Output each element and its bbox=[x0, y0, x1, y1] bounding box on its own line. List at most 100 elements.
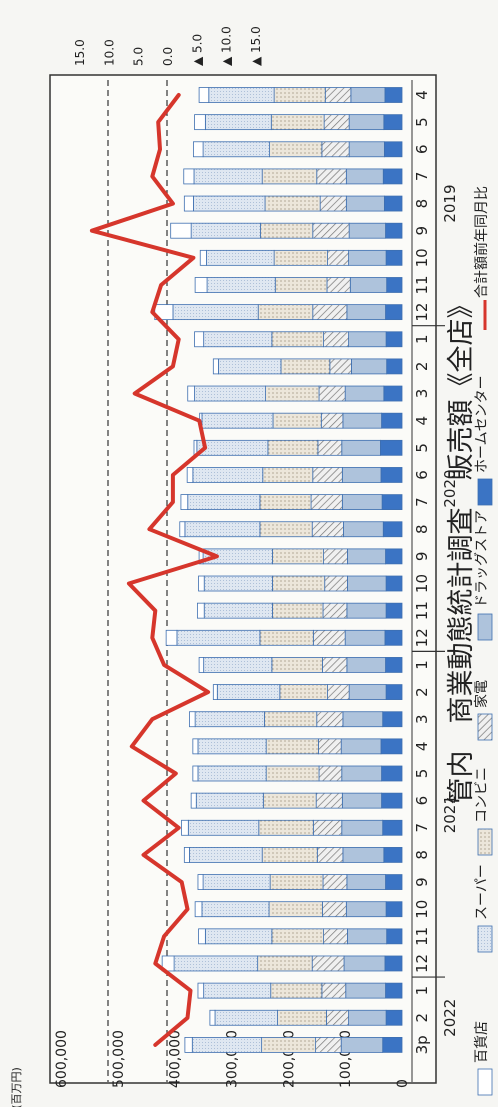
category-label: 11 bbox=[413, 275, 431, 294]
bar-segment-home-center bbox=[383, 141, 403, 158]
bar-segment-department-store bbox=[180, 494, 189, 511]
bar-segment-supermarket bbox=[208, 87, 275, 103]
bar-segment-home-center bbox=[386, 277, 403, 293]
bar-group bbox=[187, 385, 403, 402]
category-label: 5 bbox=[413, 443, 431, 453]
bar-segment-convenience-store bbox=[257, 955, 313, 972]
bar-segment-drugstore bbox=[348, 249, 387, 266]
yoy-tick-labels: 15.0 10.0 5.0 0.0 ▲ 5.0 ▲ 10.0 ▲ 15.0 bbox=[73, 26, 263, 66]
bar-segment-convenience-store bbox=[269, 141, 323, 158]
category-label: 5 bbox=[413, 769, 431, 779]
bar-group bbox=[181, 819, 403, 836]
bar-segment-drugstore bbox=[348, 114, 385, 131]
bar-segment-home-center bbox=[384, 955, 403, 972]
bar-group bbox=[194, 277, 403, 293]
bar-segment-electronics bbox=[311, 521, 344, 538]
category-label: 8 bbox=[413, 850, 431, 860]
bar-segment-convenience-store bbox=[265, 765, 320, 782]
bar-segment-supermarket bbox=[187, 819, 260, 836]
bar-segment-home-center bbox=[384, 87, 403, 103]
bar-segment-convenience-store bbox=[259, 521, 313, 538]
yoy-tick-label: ▲ 15.0 bbox=[249, 26, 263, 66]
legend-swatch-department-store bbox=[477, 1068, 493, 1096]
bar-segment-electronics bbox=[323, 548, 348, 565]
category-label: 7 bbox=[413, 497, 431, 507]
bar-segment-home-center bbox=[385, 548, 403, 565]
bar-segment-electronics bbox=[318, 738, 342, 755]
category-label: 11 bbox=[413, 927, 431, 946]
category-label: 11 bbox=[413, 601, 431, 620]
bar-segment-department-store bbox=[212, 684, 218, 700]
y-tick-label: 400,000 bbox=[168, 1030, 184, 1088]
bar-segment-home-center bbox=[382, 1037, 403, 1053]
year-label: 2022 bbox=[441, 999, 459, 1037]
chart-title-text: 管内 商業動態統計調査 販売額《全店》 bbox=[446, 292, 477, 805]
bar-segment-drugstore bbox=[348, 684, 387, 700]
bar-segment-department-store bbox=[183, 195, 194, 212]
bar-group bbox=[189, 711, 403, 728]
legend-label-drugstore: ドラッグストア bbox=[474, 510, 490, 608]
category-label: 2 bbox=[413, 687, 431, 697]
bar-group bbox=[154, 304, 403, 321]
bar-segment-electronics bbox=[322, 657, 348, 673]
bar-segment-department-store bbox=[186, 467, 194, 483]
bar-segment-drugstore bbox=[341, 494, 383, 511]
bar-segment-department-store bbox=[198, 575, 205, 592]
bar-segment-electronics bbox=[312, 304, 348, 321]
bar-segment-electronics bbox=[320, 412, 344, 429]
bar-segment-drugstore bbox=[343, 955, 386, 972]
bar-segment-department-store bbox=[194, 331, 205, 348]
category-label: 6 bbox=[413, 470, 431, 480]
bar-segment-supermarket bbox=[191, 1037, 263, 1053]
yoy-tick-label: 10.0 bbox=[102, 39, 116, 66]
bar-group bbox=[190, 792, 403, 809]
bar-segment-home-center bbox=[381, 792, 403, 809]
bar-group bbox=[197, 874, 403, 890]
bar-group bbox=[192, 765, 403, 782]
bar-segment-home-center bbox=[385, 575, 403, 592]
bar-segment-supermarket bbox=[202, 141, 270, 158]
category-label: 7 bbox=[413, 823, 431, 833]
category-label: 1 bbox=[413, 660, 431, 670]
bar-segment-drugstore bbox=[341, 467, 382, 483]
category-label: 12 bbox=[413, 628, 431, 647]
bar-segment-electronics bbox=[311, 955, 345, 972]
bar-segment-home-center bbox=[383, 195, 403, 212]
bar-segment-electronics bbox=[329, 358, 352, 375]
bar-segment-electronics bbox=[312, 222, 350, 239]
bar-segment-supermarket bbox=[216, 684, 281, 700]
bar-group bbox=[170, 222, 403, 239]
bar-segment-home-center bbox=[380, 439, 403, 456]
bar-segment-drugstore bbox=[345, 195, 385, 212]
bar-segment-department-store bbox=[187, 385, 195, 402]
bar-group bbox=[194, 114, 403, 131]
category-label: 12 bbox=[413, 954, 431, 973]
category-label: 2 bbox=[413, 362, 431, 372]
bar-segment-supermarket bbox=[218, 358, 282, 375]
bar-segment-electronics bbox=[324, 575, 348, 592]
stacked-bars bbox=[154, 87, 403, 1053]
bar-group bbox=[193, 141, 403, 158]
legend-label-supermarket: スーパー bbox=[474, 864, 490, 920]
bar-segment-electronics bbox=[326, 1009, 349, 1026]
bar-segment-drugstore bbox=[350, 87, 386, 103]
bar-group bbox=[183, 847, 403, 863]
chart-title: 管内 商業動態統計調査 販売額《全店》 bbox=[446, 292, 477, 805]
bar-segment-department-store bbox=[209, 1009, 216, 1026]
bar-segment-convenience-store bbox=[257, 304, 314, 321]
y-unit-label: (百万円) bbox=[10, 1067, 23, 1107]
bar-segment-department-store bbox=[194, 901, 203, 918]
bar-segment-department-store bbox=[181, 819, 189, 836]
bar-segment-supermarket bbox=[203, 602, 273, 619]
yoy-tick-label: ▲ 10.0 bbox=[220, 26, 234, 66]
category-label: 7 bbox=[413, 172, 431, 182]
bar-segment-convenience-store bbox=[271, 331, 324, 348]
bar-segment-electronics bbox=[323, 331, 349, 348]
bar-segment-department-store bbox=[197, 982, 205, 999]
bar-segment-department-store bbox=[170, 222, 192, 239]
bar-segment-electronics bbox=[327, 249, 349, 266]
bar-segment-convenience-store bbox=[277, 1009, 327, 1026]
bar-segment-convenience-store bbox=[280, 358, 331, 375]
bar-segment-drugstore bbox=[340, 1037, 384, 1053]
